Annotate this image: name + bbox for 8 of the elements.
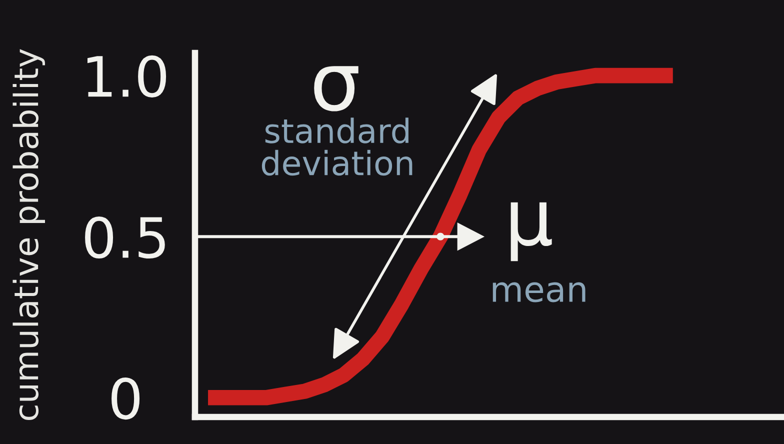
annotation: mean <box>492 282 586 302</box>
y-axis-title: cumulative probability <box>12 49 45 420</box>
annotation: σ <box>314 66 358 112</box>
annotation: standard deviation <box>262 118 412 176</box>
y-tick-label: 1.0 <box>87 55 166 98</box>
y-tick-label: 0 <box>112 378 140 420</box>
ref-line-label: μ <box>510 202 552 262</box>
y-tick-label: 0.5 <box>85 216 165 259</box>
